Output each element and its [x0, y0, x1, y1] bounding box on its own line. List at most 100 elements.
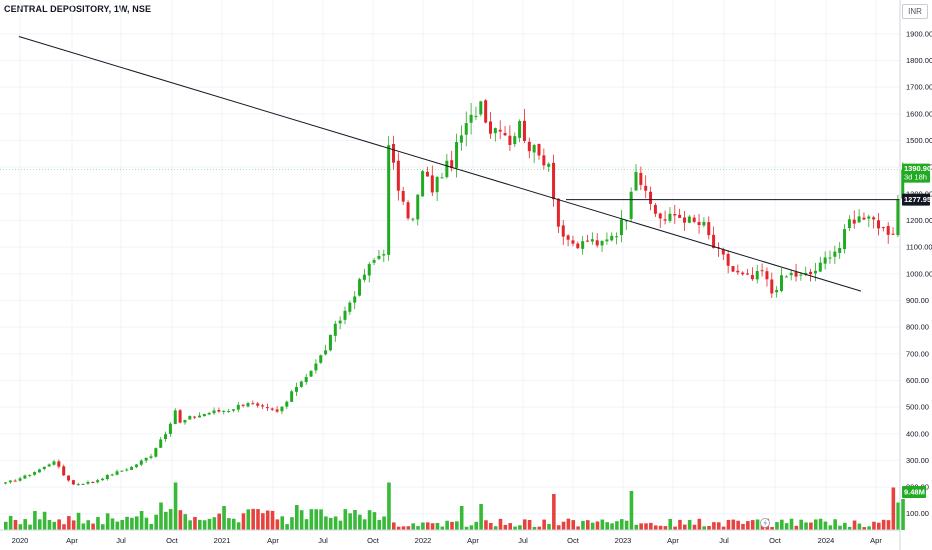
- candle-body: [794, 271, 798, 277]
- candle-body: [367, 264, 371, 276]
- candle-body: [649, 191, 653, 204]
- volume-bar: [561, 521, 566, 530]
- candle-body: [799, 274, 803, 276]
- candle-body: [188, 416, 192, 420]
- volume-bar: [809, 522, 813, 530]
- candle-body: [576, 243, 580, 249]
- candle-body: [416, 194, 420, 220]
- volume-bar: [401, 526, 406, 530]
- candle-body: [547, 163, 551, 167]
- y-tick-label: 700.00: [906, 349, 929, 358]
- volume-tag: 9.48M: [902, 486, 926, 498]
- volume-bar: [377, 520, 382, 530]
- volume-bar: [459, 506, 464, 530]
- candle-body: [896, 199, 900, 236]
- volume-bar: [877, 522, 881, 530]
- candle-body: [396, 160, 400, 191]
- volume-bar: [285, 524, 289, 530]
- currency-button[interactable]: INR: [902, 4, 928, 19]
- volume-bar: [392, 522, 396, 530]
- candle-body: [134, 464, 138, 468]
- x-tick-label: Oct: [166, 536, 179, 545]
- candle-body: [328, 334, 332, 351]
- volume-bar: [445, 520, 449, 530]
- volume-bar: [440, 526, 445, 530]
- x-tick-label: Jul: [719, 536, 729, 545]
- candle-body: [173, 410, 177, 425]
- volume-tag-bg: [902, 486, 926, 498]
- volume-bar: [518, 525, 522, 530]
- volume-bar: [566, 518, 571, 530]
- candle-body: [285, 401, 289, 407]
- candle-body: [256, 403, 260, 406]
- volume-bar: [144, 517, 149, 530]
- candle-body: [309, 370, 313, 377]
- volume-bar: [503, 524, 508, 530]
- candle-body: [91, 482, 95, 484]
- x-tick-label: 2022: [415, 536, 432, 545]
- candle-body: [382, 254, 386, 256]
- candle-body: [324, 350, 328, 355]
- volume-bar: [193, 516, 197, 530]
- candle-body: [450, 160, 454, 169]
- candle-body: [653, 204, 657, 214]
- volume-bar: [833, 519, 837, 530]
- volume-bar: [741, 523, 745, 530]
- candle-body: [542, 155, 546, 166]
- candle-body: [464, 123, 468, 135]
- volume-bar: [615, 521, 619, 530]
- candle-body: [261, 405, 265, 407]
- candle-body: [202, 414, 206, 417]
- volume-bar: [251, 508, 255, 530]
- candle-body: [362, 274, 366, 280]
- candle-body: [338, 320, 342, 324]
- volume-bar: [159, 502, 163, 530]
- volume-bar: [290, 517, 294, 530]
- candle-body: [125, 469, 129, 471]
- candle-body: [23, 475, 27, 479]
- candle-body: [62, 466, 66, 476]
- y-tick-label: 600.00: [906, 376, 929, 385]
- candle-body: [600, 240, 604, 246]
- candle-body: [81, 483, 85, 485]
- candle-body: [348, 302, 352, 312]
- volume-bar: [338, 520, 343, 530]
- candle-body: [571, 240, 575, 244]
- candle-body: [110, 474, 114, 476]
- volume-value: 9.48M: [904, 488, 925, 497]
- candle-body: [105, 474, 109, 480]
- candle-body: [222, 410, 226, 412]
- candle-body: [377, 255, 381, 259]
- volume-bar: [489, 522, 493, 530]
- candle-body: [42, 466, 46, 470]
- drawing-lines[interactable]: [0, 36, 900, 292]
- candle-body: [71, 480, 75, 485]
- y-tick-label: 400.00: [906, 429, 929, 438]
- candle-body: [159, 439, 163, 448]
- candle-body: [891, 233, 895, 235]
- candle-body: [760, 270, 764, 272]
- candle-body: [455, 142, 459, 168]
- volume-bar: [547, 524, 551, 530]
- volume-bar: [823, 521, 828, 530]
- y-tick-label: 1000.00: [906, 269, 932, 278]
- x-tick-label: Oct: [567, 536, 580, 545]
- volume-bar: [852, 520, 857, 530]
- volume-bar: [261, 513, 265, 530]
- candle-body: [28, 474, 32, 476]
- candle-body: [566, 235, 570, 240]
- event-bolt-icon: [760, 518, 770, 528]
- candle-body: [295, 386, 298, 392]
- candle-body: [881, 227, 885, 229]
- candle-body: [901, 169, 905, 199]
- x-tick-label: Apr: [870, 536, 882, 545]
- y-tick-label: 1100.00: [906, 243, 932, 252]
- volume-bar: [508, 523, 512, 530]
- volume-bar: [86, 520, 91, 530]
- candle-body: [872, 217, 876, 220]
- volume-bar: [857, 523, 862, 530]
- volume-bar: [527, 519, 532, 530]
- candle-body: [726, 253, 730, 266]
- volume-bar: [838, 525, 842, 530]
